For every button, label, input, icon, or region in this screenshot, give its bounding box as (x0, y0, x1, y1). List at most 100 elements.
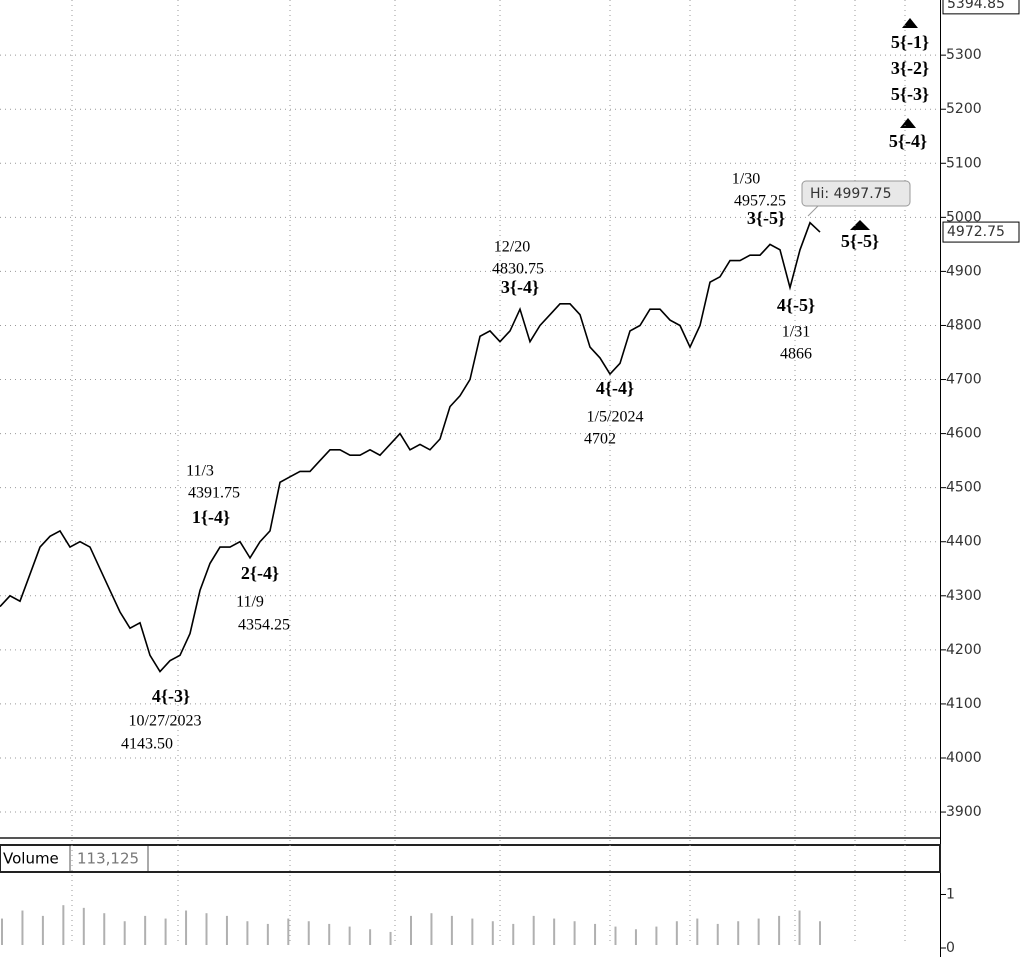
top-price-tag: 5394.85 (947, 0, 1005, 12)
annotation: 11/9 (236, 594, 264, 611)
wave-label: 2{-4} (241, 563, 279, 583)
volume-readout: 113,125 (77, 850, 139, 868)
volume-bar (594, 923, 597, 948)
volume-bar (553, 918, 556, 948)
wave-label: 5{-3} (891, 84, 929, 104)
top-price-tag-box (942, 0, 1020, 15)
volume-bar (471, 918, 474, 948)
volume-header (0, 844, 941, 873)
annotation: 4391.75 (188, 485, 240, 502)
volume-bar (369, 929, 372, 948)
y-tick-label: 0 (946, 940, 955, 956)
y-tick-label: 4600 (946, 426, 982, 442)
volume-bar (696, 918, 699, 948)
volume-bar (634, 929, 637, 948)
volume-bar (225, 915, 228, 948)
wave-label: 5{-1} (891, 32, 929, 52)
wave-label: 3{-4} (501, 277, 539, 297)
y-tick-label: 4100 (946, 696, 982, 712)
y-tick-label: 4200 (946, 642, 982, 658)
y-tick-label: 4300 (946, 588, 982, 604)
volume-bar (307, 921, 310, 948)
volume-bar (573, 921, 576, 948)
wave-label: 3{-2} (891, 58, 929, 78)
high-callout: Hi: 4997.75 (810, 186, 891, 202)
volume-bar (675, 921, 678, 948)
volume-bar (144, 915, 147, 948)
volume-bar (819, 921, 821, 948)
wave-label: 3{-5} (747, 208, 785, 228)
high-callout-box (801, 180, 911, 207)
y-tick-label: 5100 (946, 155, 982, 171)
annotation: 4354.25 (238, 617, 290, 634)
annotation: 4957.25 (734, 193, 786, 210)
price-line (0, 221, 821, 673)
y-tick-label: 4900 (946, 263, 982, 279)
volume-bar (798, 910, 801, 948)
volume-bar (266, 923, 269, 948)
y-tick-label: 5000 (946, 209, 982, 225)
volume-bar (512, 923, 515, 948)
volume-bar (82, 907, 85, 948)
volume-bar (737, 921, 740, 948)
volume-bar (757, 918, 760, 948)
y-tick-label: 5300 (946, 47, 982, 63)
wave-label: 4{-4} (596, 378, 634, 398)
volume-bar (655, 926, 658, 948)
volume-bar (410, 915, 412, 948)
y-tick-label: 4000 (946, 750, 982, 766)
volume-bar (164, 918, 167, 948)
volume-bar (778, 915, 781, 948)
annotation: 4830.75 (492, 261, 544, 278)
annotation: 10/27/2023 (129, 713, 202, 730)
volume-bar (328, 923, 331, 948)
volume-bar (21, 910, 24, 948)
annotation: 4143.50 (121, 736, 173, 753)
volume-title: Volume (3, 850, 59, 868)
last-price-tag-box (942, 221, 1020, 243)
volume-bar (41, 915, 44, 948)
volume-bar (287, 918, 290, 948)
volume-bar (716, 923, 719, 948)
annotation: 4866 (780, 346, 812, 363)
volume-bar (62, 905, 65, 948)
volume-bar (389, 931, 392, 948)
annotation: 12/20 (494, 239, 530, 256)
volume-bar (185, 910, 188, 948)
x-axis-strip (0, 945, 940, 957)
wave-label: 1{-4} (192, 507, 230, 527)
high-pointer (807, 205, 819, 217)
volume-bar (103, 913, 106, 948)
wave-label: 5{-4} (889, 131, 927, 151)
triangle-marker (850, 220, 870, 230)
volume-bar (532, 915, 535, 948)
annotation: 1/5/2024 (587, 409, 644, 426)
volume-bar (491, 921, 494, 948)
wave-label: 4{-3} (152, 686, 190, 706)
y-tick-label: 1 (946, 886, 955, 902)
volume-bar (348, 926, 351, 948)
last-price-tag: 4972.75 (947, 224, 1005, 240)
annotation: 1/31 (782, 324, 810, 341)
volume-bar (205, 913, 208, 948)
volume-bar (1, 918, 3, 948)
wave-label: 5{-5} (841, 231, 879, 251)
wave-label: 4{-5} (777, 295, 815, 315)
y-tick-label: 4700 (946, 372, 982, 388)
y-tick-label: 3900 (946, 804, 982, 820)
volume-bar (430, 913, 433, 948)
annotation: 11/3 (186, 463, 214, 480)
annotation: 1/30 (732, 171, 760, 188)
volume-bar (614, 926, 617, 948)
volume-bar (246, 921, 249, 948)
volume-bar (450, 915, 453, 948)
triangle-marker (900, 118, 916, 128)
triangle-marker (902, 18, 918, 28)
volume-bar (123, 921, 126, 948)
y-tick-label: 4400 (946, 534, 982, 550)
y-tick-label: 4800 (946, 317, 982, 333)
y-tick-label: 4500 (946, 480, 982, 496)
annotation: 4702 (584, 431, 616, 448)
